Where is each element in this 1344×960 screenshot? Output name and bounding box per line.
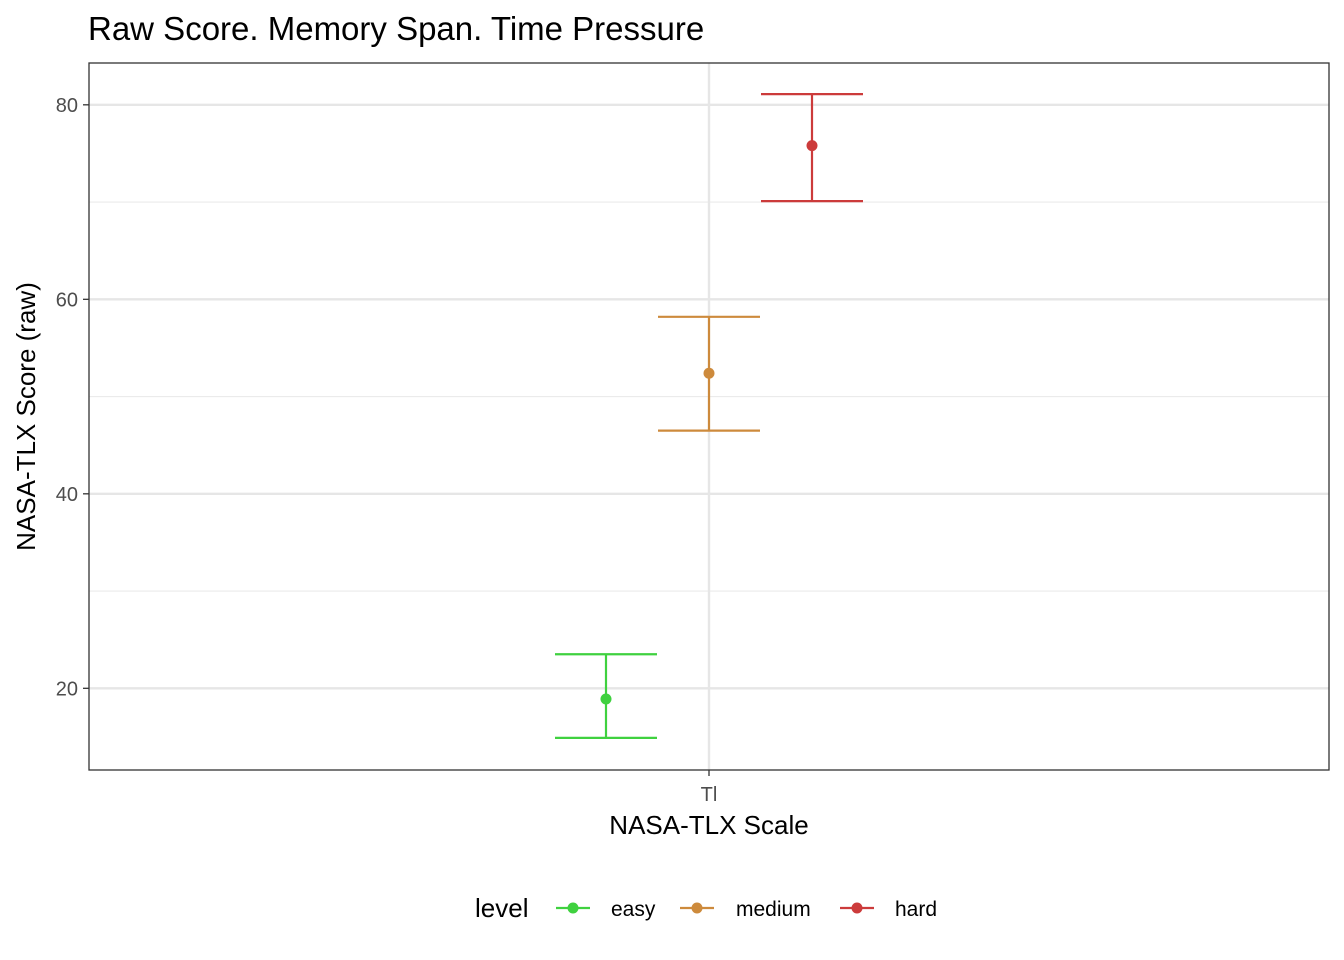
y-tick-label: 80 xyxy=(56,95,78,117)
error-bar-easy xyxy=(555,653,657,740)
legend-label: hard xyxy=(895,898,937,921)
x-tick-label: Tl xyxy=(701,784,718,806)
y-tick-label: 20 xyxy=(56,678,78,700)
y-axis-title: NASA-TLX Score (raw) xyxy=(11,282,41,551)
legend-key-point xyxy=(691,902,703,914)
y-axis: 20 40 60 80 xyxy=(56,95,89,700)
legend-key-point xyxy=(851,902,863,914)
y-tick-label: 40 xyxy=(56,484,78,506)
legend-item-medium: medium xyxy=(680,898,811,921)
mean-point-medium xyxy=(703,367,715,379)
legend-title: level xyxy=(475,893,528,923)
x-axis-title: NASA-TLX Scale xyxy=(609,810,808,840)
mean-point-easy xyxy=(600,693,612,705)
error-bar-medium xyxy=(658,315,760,432)
legend-label: easy xyxy=(611,898,656,921)
y-tick-label: 60 xyxy=(56,289,78,311)
error-bars xyxy=(555,93,863,740)
legend-label: medium xyxy=(736,898,811,921)
error-bar-hard xyxy=(761,93,863,203)
chart-title: Raw Score. Memory Span. Time Pressure xyxy=(88,10,704,47)
legend-item-easy: easy xyxy=(556,898,656,921)
x-axis: Tl xyxy=(701,770,718,806)
legend: level easy medium hard xyxy=(475,893,937,923)
mean-point-hard xyxy=(806,140,818,152)
legend-key-point xyxy=(567,902,579,914)
legend-item-hard: hard xyxy=(840,898,937,921)
